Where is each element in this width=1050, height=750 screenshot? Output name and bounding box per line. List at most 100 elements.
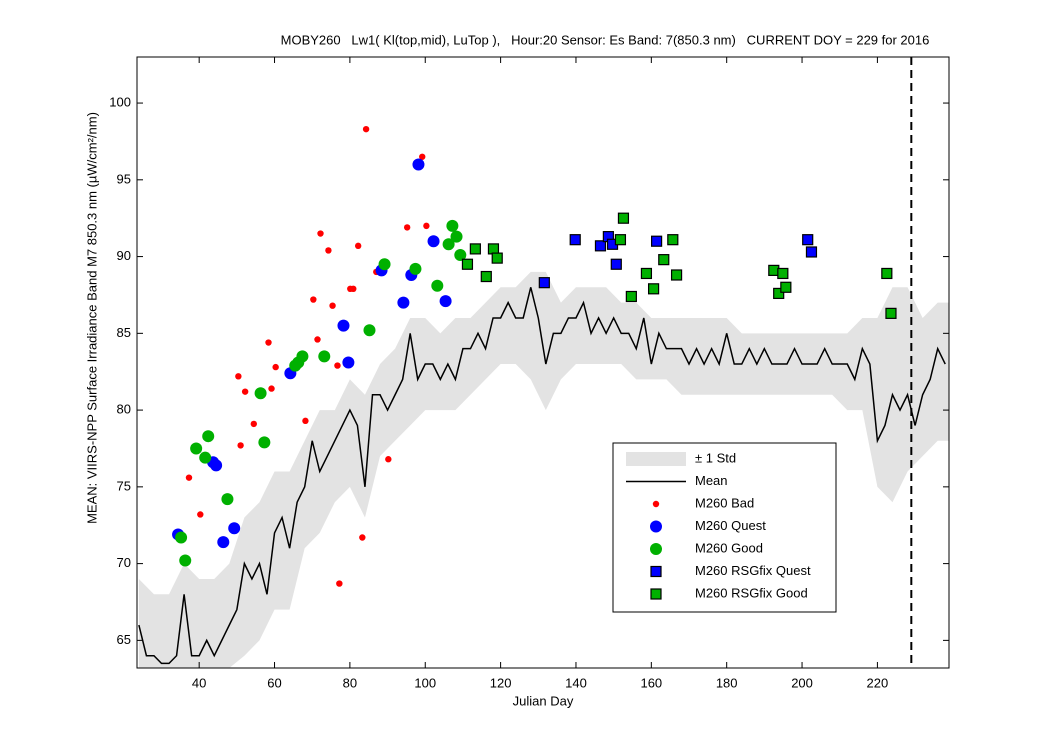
legend-swatch <box>650 565 662 578</box>
point <box>318 350 331 363</box>
point <box>409 262 422 275</box>
point <box>777 267 789 280</box>
point <box>217 536 230 549</box>
point <box>469 243 481 255</box>
point <box>802 234 814 246</box>
point <box>617 212 630 224</box>
legend-label: M260 Bad <box>695 495 754 510</box>
y-tick-label: 85 <box>117 325 131 340</box>
point <box>228 522 241 535</box>
point <box>185 474 193 481</box>
y-tick-label: 75 <box>117 478 131 493</box>
point <box>423 222 430 230</box>
point <box>625 290 637 303</box>
point <box>594 240 607 252</box>
y-tick-label: 65 <box>117 632 131 647</box>
point <box>647 283 660 295</box>
point <box>442 238 455 251</box>
point <box>199 451 212 464</box>
point <box>363 324 376 337</box>
point <box>179 554 192 567</box>
point <box>329 302 336 309</box>
legend-label: ± 1 Std <box>695 450 736 465</box>
point <box>265 339 272 346</box>
x-tick-label: 200 <box>791 675 813 690</box>
point <box>241 388 249 395</box>
point <box>354 242 362 250</box>
point <box>538 277 550 289</box>
point <box>258 436 271 449</box>
point <box>397 296 410 309</box>
point <box>805 246 818 258</box>
x-tick-label: 160 <box>640 675 662 690</box>
legend-swatch <box>650 520 662 533</box>
point <box>667 234 679 246</box>
point <box>480 270 492 283</box>
point <box>325 247 332 254</box>
point <box>221 493 234 506</box>
point <box>235 373 242 380</box>
chart-title: MOBY260 Lw1( Kl(top,mid), LuTop ), Hour:… <box>281 32 930 47</box>
point <box>334 362 341 369</box>
point <box>773 287 785 300</box>
legend-label: M260 RSGfix Good <box>695 585 808 600</box>
x-tick-label: 80 <box>343 675 357 690</box>
point <box>302 417 309 425</box>
legend-label: M260 Quest <box>695 518 766 533</box>
point <box>640 267 653 280</box>
legend-swatch <box>650 588 662 600</box>
std-band <box>138 271 949 668</box>
point <box>268 385 275 392</box>
point <box>197 511 204 518</box>
x-tick-label: 140 <box>565 675 587 690</box>
y-tick-label: 90 <box>117 248 131 263</box>
point <box>670 269 683 281</box>
point <box>314 336 321 343</box>
point <box>780 281 792 293</box>
point <box>569 234 581 246</box>
point <box>350 285 357 293</box>
legend-swatch <box>652 500 660 508</box>
point <box>658 254 670 266</box>
y-tick-label: 80 <box>117 402 131 417</box>
point <box>450 230 463 243</box>
axes-box <box>136 56 950 669</box>
point <box>296 350 309 363</box>
mean-line <box>138 287 946 665</box>
point <box>412 158 425 171</box>
point <box>491 252 503 264</box>
point <box>362 125 370 133</box>
point <box>487 243 500 255</box>
point <box>427 235 440 248</box>
legend-swatch <box>626 452 686 466</box>
point <box>385 456 392 463</box>
point <box>419 153 426 160</box>
point <box>175 531 188 544</box>
point <box>317 230 324 237</box>
point <box>272 363 279 371</box>
point <box>342 356 355 369</box>
point <box>190 442 203 455</box>
point <box>614 234 627 246</box>
legend-label: M260 Good <box>695 540 763 555</box>
legend: ± 1 Std Mean M260 Bad M260 Quest M260 Good M2… <box>612 442 837 613</box>
point <box>651 235 663 247</box>
x-tick-label: 180 <box>716 675 738 690</box>
point <box>881 267 893 280</box>
point <box>337 319 350 332</box>
point <box>885 307 897 319</box>
x-tick-label: 100 <box>414 675 436 690</box>
legend-swatch <box>650 543 662 555</box>
y-tick-label: 95 <box>117 171 131 186</box>
point <box>202 430 215 443</box>
x-tick-label: 60 <box>267 675 281 690</box>
point <box>237 442 244 449</box>
point <box>310 296 317 303</box>
point <box>254 387 267 400</box>
y-axis-label: MEAN: VIIRS-NPP Surface Irradiance Band … <box>84 112 99 524</box>
legend-label: M260 RSGfix Quest <box>695 563 811 578</box>
point <box>454 249 467 262</box>
point <box>461 258 474 270</box>
point <box>210 459 223 472</box>
